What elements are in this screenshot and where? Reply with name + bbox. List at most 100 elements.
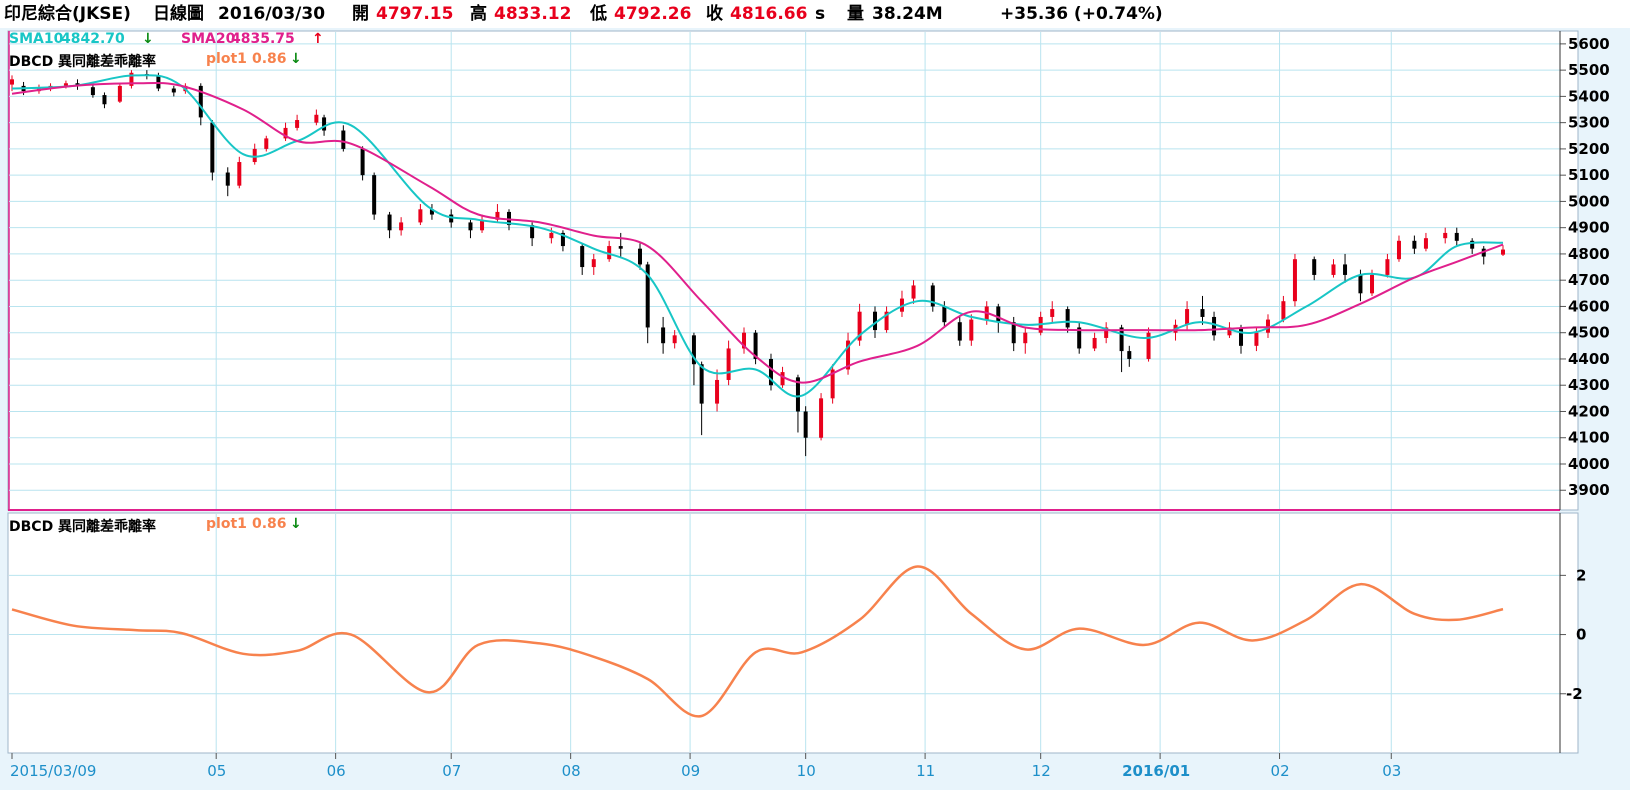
candle-body: [1312, 259, 1317, 275]
candle-body: [1127, 351, 1132, 359]
candle-body: [1412, 240, 1417, 249]
sma20-value: 4835.75: [231, 31, 295, 47]
indicator-tick-label: 2: [1576, 566, 1586, 584]
candle-body: [225, 172, 230, 186]
candle-body: [264, 138, 269, 149]
quote-header: 印尼綜合(JKSE) 日線圖 2016/03/30 開 4797.15 高 48…: [0, 0, 1630, 28]
candle-body: [1385, 259, 1390, 275]
candle-body: [661, 327, 666, 344]
candle-body: [480, 219, 485, 231]
x-tick-label: 2016/01: [1122, 762, 1190, 780]
candle-body: [857, 311, 862, 341]
candle-body: [607, 246, 612, 260]
low-label: 低: [590, 4, 607, 24]
candle-body: [156, 75, 161, 89]
price-tick-label: 4800: [1568, 245, 1610, 263]
candle-body: [295, 120, 300, 128]
x-tick-label: 02: [1271, 762, 1290, 780]
candle-body: [830, 369, 835, 399]
candle-body: [699, 364, 704, 404]
price-tick-label: 4600: [1568, 297, 1610, 315]
candle-body: [1239, 327, 1244, 346]
candle-body: [753, 332, 758, 359]
main-legend: SMA10 4842.70 ↓ SMA20 4835.75 ↑: [9, 31, 369, 49]
candle-body: [742, 332, 747, 349]
candle-body: [957, 322, 962, 341]
candle-body: [314, 114, 319, 123]
candle-body: [591, 259, 596, 268]
candle-body: [360, 148, 365, 176]
candle-body: [1212, 316, 1217, 336]
candle-body: [530, 225, 535, 239]
candle-body: [1065, 309, 1070, 328]
candle-body: [1077, 327, 1082, 349]
candle-body: [846, 340, 851, 370]
candle-body: [1343, 264, 1348, 275]
price-tick-label: 4900: [1568, 219, 1610, 237]
price-tick-label: 5100: [1568, 166, 1610, 184]
candle-body: [10, 79, 14, 85]
candle-body: [1501, 249, 1505, 255]
plot1-label: plot1: [206, 51, 247, 67]
candle-body: [1119, 327, 1124, 352]
low-value: 4792.26: [614, 4, 692, 24]
candle-body: [1470, 240, 1475, 249]
price-tick-label: 4100: [1568, 429, 1610, 447]
candle-body: [1023, 332, 1028, 344]
candle-body: [691, 335, 696, 365]
volume-label: 量: [847, 4, 864, 24]
candle-body: [63, 83, 68, 86]
candle-body: [322, 117, 327, 131]
candle-body: [884, 311, 889, 331]
price-panel: [7, 30, 1579, 511]
candle-body: [819, 398, 824, 438]
open-label: 開: [352, 4, 369, 24]
arrow-up-icon: ↑: [312, 31, 324, 47]
candle-body: [637, 248, 642, 265]
candle-body: [429, 209, 434, 215]
candle-body: [618, 246, 623, 249]
high-value: 4833.12: [494, 4, 572, 24]
candle-body: [1200, 309, 1205, 317]
period-label: 日線圖: [153, 4, 204, 24]
candle-body: [399, 222, 404, 231]
candle-body: [1370, 274, 1375, 294]
candle-body: [1331, 264, 1336, 275]
candle-body: [1358, 274, 1363, 294]
close-value: 4816.66: [730, 4, 808, 24]
candle-body: [372, 175, 377, 215]
candle-body: [715, 379, 720, 404]
chart-area[interactable]: 3900 4000 4100 4200 4300 4400 4500 4600 4700 4800…: [0, 28, 1630, 790]
high-label: 高: [470, 4, 487, 24]
candle-body: [911, 285, 916, 299]
candle-body: [942, 306, 947, 323]
candle-body: [237, 162, 242, 186]
main-indicator-legend: DBCD 異同離差乖離率 plot1 0.86 ↓: [9, 51, 329, 70]
candle-body: [873, 311, 878, 331]
price-tick-label: 4400: [1568, 350, 1610, 368]
price-tick-label: 4000: [1568, 455, 1610, 473]
candle-body: [645, 264, 650, 328]
arrow-down-icon: ↓: [290, 516, 302, 532]
candle-body: [1227, 327, 1232, 336]
price-tick-label: 4200: [1568, 402, 1610, 420]
candle-body: [1050, 309, 1055, 317]
candle-body: [930, 285, 935, 307]
candle-body: [672, 335, 677, 344]
candle-body: [768, 358, 773, 386]
x-tick-label: 07: [442, 762, 461, 780]
x-tick-label: 08: [562, 762, 581, 780]
price-tick-label: 5500: [1568, 61, 1610, 79]
candle-body: [726, 348, 731, 380]
price-tick-label: 5000: [1568, 192, 1610, 210]
sma10-label: SMA10: [9, 31, 64, 47]
candle-body: [90, 87, 95, 96]
candle-body: [1011, 322, 1016, 344]
x-tick-label: 09: [681, 762, 700, 780]
price-tick-label: 5600: [1568, 35, 1610, 53]
sma10-value: 4842.70: [61, 31, 125, 47]
open-value: 4797.15: [376, 4, 454, 24]
candle-body: [780, 372, 785, 386]
x-tick-label: 03: [1382, 762, 1401, 780]
candle-body: [283, 127, 288, 139]
